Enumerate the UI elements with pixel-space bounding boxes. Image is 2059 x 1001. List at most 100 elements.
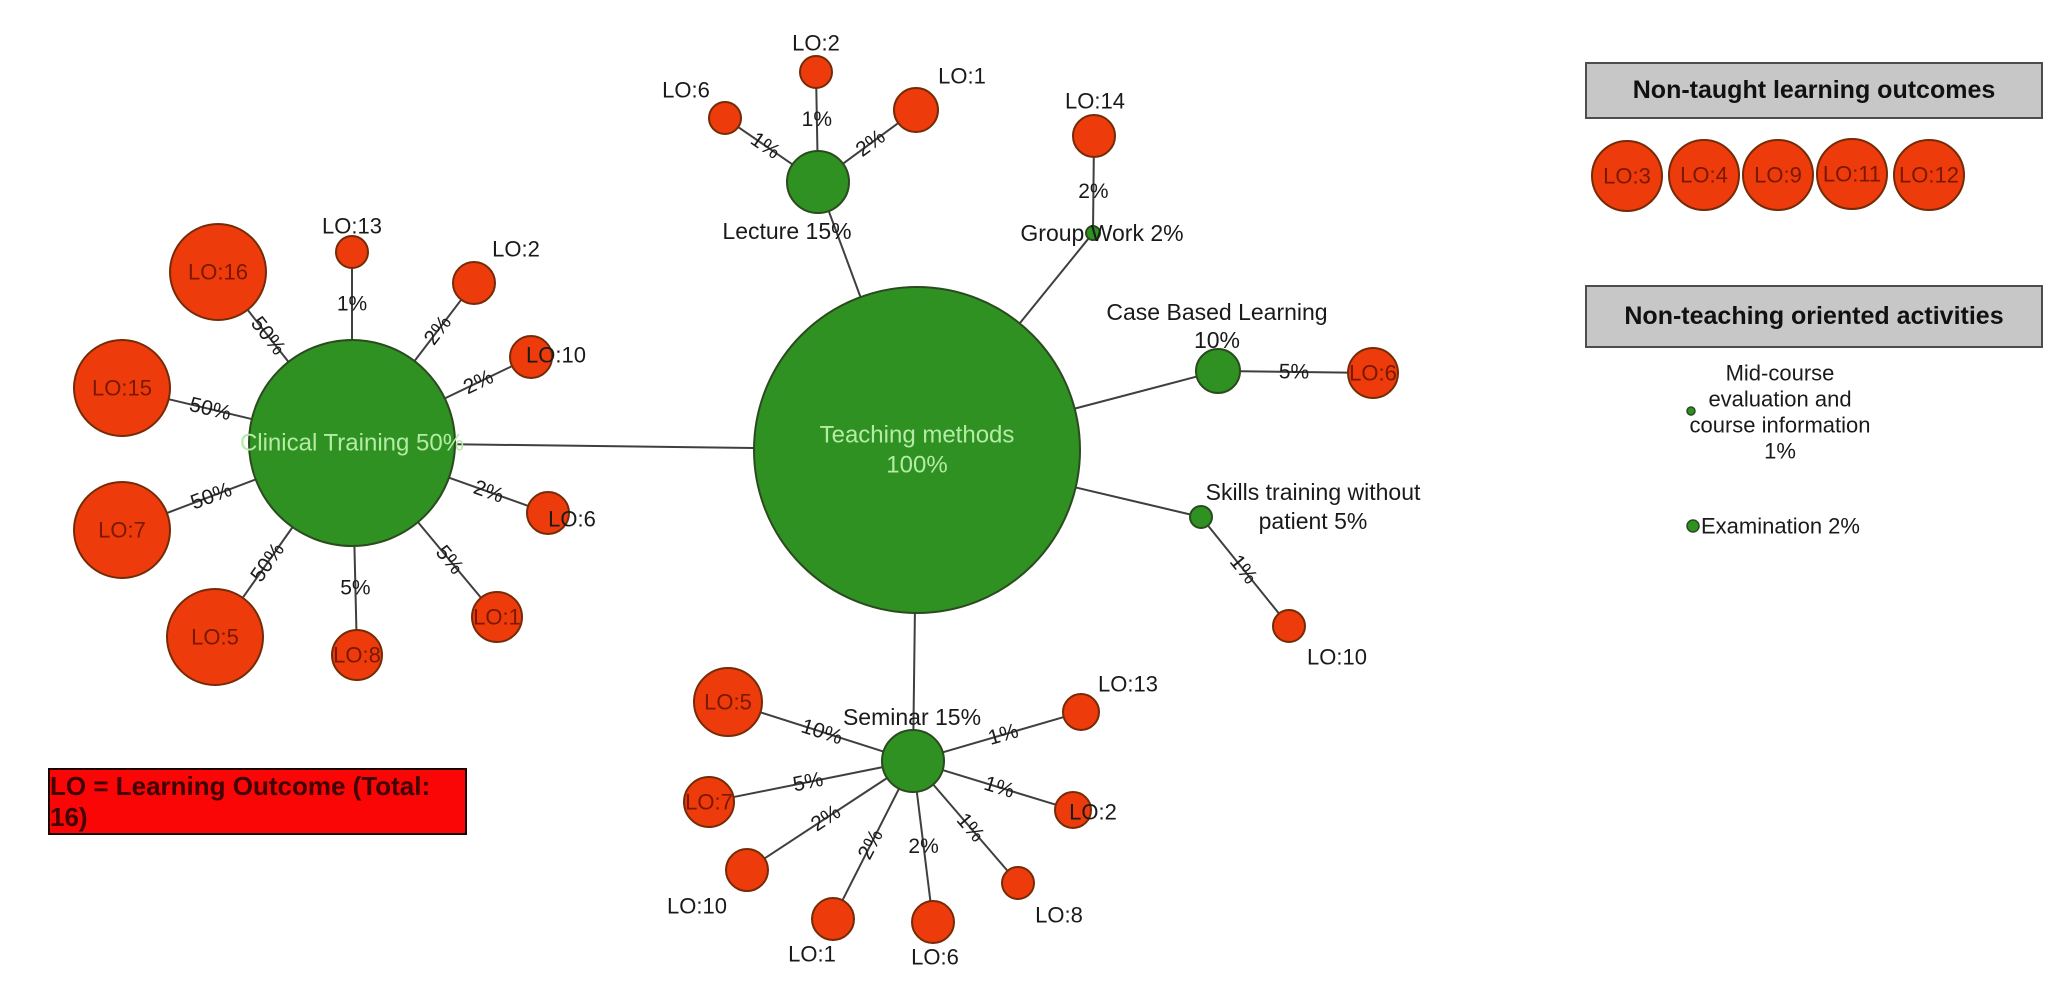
legend-non-taught-title: Non-taught learning outcomes — [1632, 76, 1996, 104]
diagram-label: LO:13 — [322, 214, 382, 239]
diagram-label: LO:15 — [92, 376, 152, 401]
legend-lo-circle — [1816, 138, 1888, 210]
lo-circle — [471, 591, 523, 643]
edge-line — [842, 122, 899, 165]
diagram-label: LO:7 — [98, 518, 146, 543]
legend-entry-text: course information — [1690, 413, 1871, 438]
legend-non-teaching-title: Non-teaching oriented activities — [1624, 302, 2004, 330]
edge-line — [733, 766, 883, 799]
edge-percent-label: 2% — [1078, 180, 1108, 203]
edge-line — [241, 526, 294, 599]
lo-circle — [708, 101, 742, 135]
legend-lo-circle — [1893, 139, 1965, 211]
diagram-label: Seminar 15% — [843, 704, 981, 730]
edge-line — [912, 612, 916, 731]
edge-percent-label: 1% — [802, 108, 832, 131]
diagram-label: LO:6 — [662, 78, 710, 103]
lo-circle — [452, 261, 496, 305]
edge-line — [760, 711, 884, 753]
diagram-label: LO:10 — [1307, 645, 1367, 670]
edge-percent-label: 1% — [985, 719, 1021, 750]
legend-entry-text: 1% — [1764, 439, 1796, 464]
lo-circle — [73, 339, 171, 437]
diagram-label: LO:2 — [492, 237, 540, 262]
diagram-label: LO:4 — [1680, 163, 1728, 188]
diagram-label: LO:1 — [938, 64, 986, 89]
diagram-label: LO:7 — [685, 790, 733, 815]
diagram-label: LO:6 — [548, 507, 596, 532]
method-circle-lecture — [786, 150, 850, 214]
diagram-label: LO:8 — [1035, 903, 1083, 928]
lo-circle — [1347, 347, 1399, 399]
legend-non-taught-box: Non-taught learning outcomes — [1585, 62, 2043, 119]
lo-circle — [73, 481, 171, 579]
edge-percent-label: 1% — [1225, 551, 1262, 589]
lo-circle — [335, 235, 369, 269]
legend-non-teaching-box: Non-teaching oriented activities — [1585, 285, 2043, 348]
edge-line — [448, 476, 529, 507]
edge-line — [932, 783, 1009, 872]
edge-percent-label: 5% — [340, 576, 370, 599]
diagram-label: LO:11 — [1823, 162, 1881, 187]
edge-percent-label: 1% — [746, 128, 784, 164]
edge-percent-label: 2% — [908, 835, 938, 858]
diagram-label: LO:8 — [333, 643, 381, 668]
lo-circle — [799, 55, 833, 89]
diagram-label: Teaching methods — [820, 422, 1015, 449]
edge-line — [841, 788, 900, 901]
edge-line — [417, 521, 482, 599]
lo-definition-banner: LO = Learning Outcome (Total: 16) — [48, 768, 467, 835]
edge-line — [764, 777, 888, 860]
diagram-label: Group Work 2% — [1020, 220, 1183, 246]
diagram-label: 10% — [1194, 327, 1240, 353]
lo-circle — [811, 897, 855, 941]
lo-circle — [683, 776, 735, 828]
legend-lo-circle — [1742, 139, 1814, 211]
edge-line — [454, 443, 755, 449]
diagram-label: LO:2 — [792, 31, 840, 56]
edge-percent-label: 2% — [460, 365, 497, 399]
diagram-label: LO:6 — [911, 945, 959, 970]
lo-circle — [693, 667, 763, 737]
lo-circle — [331, 629, 383, 681]
edge-line — [942, 769, 1057, 806]
edge-percent-label: 5% — [791, 768, 825, 797]
diagram-label: LO:10 — [526, 343, 586, 368]
diagram-label: Skills training without — [1206, 479, 1421, 505]
method-circle-seminar — [881, 729, 945, 793]
edge-percent-label: 2% — [854, 826, 888, 863]
edge-percent-label: 5% — [1279, 360, 1310, 383]
edge-line — [1074, 375, 1197, 410]
method-circle-clinical — [248, 339, 456, 547]
edge-line — [827, 210, 862, 298]
diagram-label: LO:9 — [1754, 163, 1802, 188]
lo-circle — [509, 335, 553, 379]
edge-percent-label: 1% — [981, 772, 1017, 803]
legend-entry-text: Examination 2% — [1701, 514, 1860, 539]
edge-percent-label: 2% — [852, 125, 890, 162]
edge-line — [1239, 370, 1349, 374]
diagram-label: Clinical Training 50% — [240, 430, 464, 457]
diagram-label: Lecture 15% — [722, 218, 851, 244]
edge-line — [1092, 156, 1095, 227]
lo-circle — [1054, 791, 1092, 829]
method-circle-groupwork — [1085, 225, 1101, 241]
lo-circle — [166, 588, 264, 686]
diagram-label: LO:14 — [1065, 89, 1125, 114]
edge-percent-label: 50% — [188, 478, 235, 514]
edge-percent-label: 50% — [246, 539, 289, 587]
legend-green-dot — [1686, 406, 1696, 416]
legend-entry-text: evaluation and — [1708, 387, 1851, 412]
edge-percent-label: 50% — [187, 393, 233, 425]
edge-line — [413, 299, 463, 362]
edge-line — [246, 309, 290, 363]
lo-circle — [725, 848, 769, 892]
diagram-label: LO:10 — [667, 894, 727, 919]
legend-entry-text: Mid-course — [1726, 361, 1835, 386]
diagram-label: Case Based Learning — [1106, 299, 1327, 325]
diagram-label: LO:5 — [704, 690, 752, 715]
edge-percent-label: 50% — [246, 312, 290, 359]
diagram-label: LO:3 — [1603, 164, 1651, 189]
